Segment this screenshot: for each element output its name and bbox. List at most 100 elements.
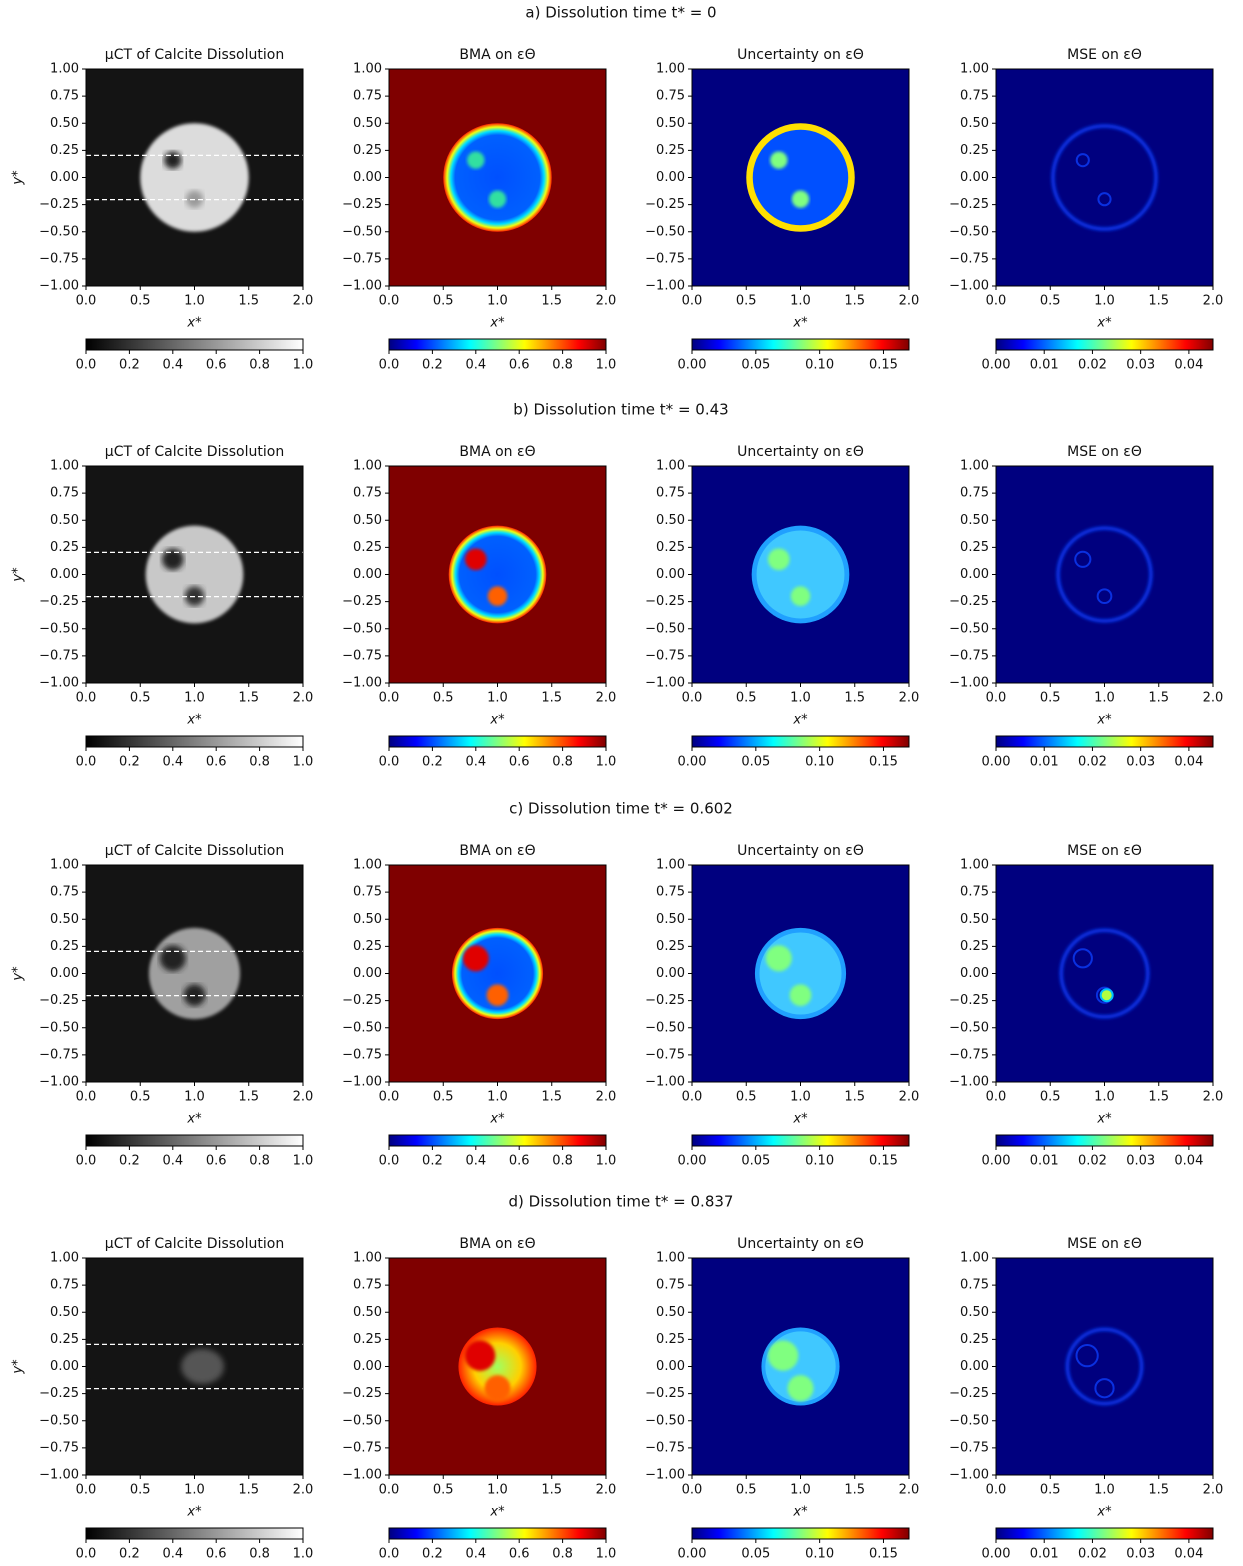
colorbar-tick-label: 0.10	[805, 1547, 834, 1562]
image-hole	[488, 190, 507, 208]
x-tick-label: 2.0	[899, 1090, 920, 1105]
colorbar-tick-label: 0.01	[1030, 1547, 1059, 1562]
colorbar-tick-label: 0.4	[465, 1547, 486, 1562]
colorbar-tick-label: 0.6	[509, 1154, 530, 1169]
image-hole	[1072, 948, 1093, 969]
y-tick-label: 0.00	[353, 1359, 382, 1374]
image-spot	[1099, 988, 1114, 1003]
image-background	[996, 1258, 1213, 1475]
y-tick-label: 0.00	[50, 567, 79, 582]
x-tick-label: 0.5	[736, 691, 757, 706]
y-tick-label: 0.75	[50, 1278, 79, 1293]
panel-title: BMA on εΘ	[459, 843, 535, 859]
colorbar	[388, 735, 607, 748]
x-tick-label: 1.5	[1148, 294, 1169, 309]
x-tick-label: 2.0	[1203, 294, 1224, 309]
x-tick-label: 2.0	[899, 1483, 920, 1498]
y-tick-label: −0.25	[645, 594, 685, 609]
colorbar-tick-label: 1.0	[293, 1154, 314, 1169]
colorbar-tick-label: 0.10	[805, 755, 834, 770]
colorbar-tick-label: 0.2	[119, 1547, 140, 1562]
y-tick-label: −0.75	[39, 1047, 79, 1062]
y-tick-label: −0.75	[342, 251, 382, 266]
image-hole	[767, 1340, 799, 1371]
x-tick-label: 1.5	[238, 1090, 259, 1105]
colorbar-tick-label: 0.02	[1078, 358, 1107, 373]
y-tick-label: −0.25	[645, 993, 685, 1008]
y-tick-label: 0.75	[50, 89, 79, 104]
image-blob	[145, 525, 244, 624]
x-tick-label: 1.5	[541, 294, 562, 309]
x-axis-label: x*	[186, 713, 202, 728]
x-tick-label: 1.0	[184, 1483, 205, 1498]
y-tick-label: −0.50	[39, 1020, 79, 1035]
panel-title: μCT of Calcite Dissolution	[105, 47, 284, 63]
y-tick-label: −0.25	[39, 197, 79, 212]
y-tick-label: 0.25	[960, 143, 989, 158]
y-tick-label: 0.00	[656, 1359, 685, 1374]
y-axis-label: y*	[11, 966, 26, 982]
colorbar	[691, 338, 910, 351]
colorbar-tick-label: 0.2	[422, 358, 443, 373]
y-tick-label: 0.50	[960, 912, 989, 927]
colorbar-tick-label: 0.04	[1174, 1547, 1203, 1562]
y-tick-label: 0.00	[960, 966, 989, 981]
y-tick-label: −1.00	[39, 1468, 79, 1483]
colorbar-tick-label: 0.8	[552, 755, 573, 770]
x-axis-label: x*	[489, 1505, 505, 1520]
y-tick-label: −0.25	[39, 594, 79, 609]
x-tick-label: 0.0	[76, 691, 97, 706]
colorbar-tick-label: 0.6	[206, 1547, 227, 1562]
y-tick-label: 1.00	[960, 1251, 989, 1266]
y-tick-label: 0.00	[353, 966, 382, 981]
y-tick-label: −0.25	[342, 1386, 382, 1401]
y-tick-label: 0.25	[353, 143, 382, 158]
colorbar-tick-label: 0.8	[552, 1547, 573, 1562]
x-tick-label: 2.0	[1203, 1090, 1224, 1105]
colorbar-tick-label: 0.00	[678, 358, 707, 373]
y-tick-label: 0.25	[656, 939, 685, 954]
y-tick-label: 0.75	[50, 486, 79, 501]
y-tick-label: −0.50	[342, 621, 382, 636]
row-title: c) Dissolution time t* = 0.602	[509, 800, 733, 818]
colorbar	[85, 735, 304, 748]
x-tick-label: 1.5	[844, 1483, 865, 1498]
y-tick-label: 1.00	[960, 858, 989, 873]
y-tick-label: 0.00	[353, 170, 382, 185]
y-tick-label: −0.75	[39, 251, 79, 266]
x-tick-label: 2.0	[596, 691, 617, 706]
y-tick-label: −1.00	[39, 676, 79, 691]
colorbar-tick-label: 0.8	[249, 1154, 270, 1169]
colorbar-tick-label: 0.05	[741, 1547, 770, 1562]
colorbar-tick-label: 0.4	[162, 755, 183, 770]
x-tick-label: 0.5	[1040, 1483, 1061, 1498]
x-axis-label: x*	[1096, 713, 1112, 728]
colorbar	[995, 1527, 1214, 1540]
colorbar-tick-label: 0.15	[869, 1154, 898, 1169]
x-tick-label: 0.0	[379, 1090, 400, 1105]
colorbar-tick-label: 0.05	[741, 1154, 770, 1169]
y-tick-label: −1.00	[342, 1468, 382, 1483]
colorbar-tick-label: 0.0	[76, 1547, 97, 1562]
image-hole	[790, 586, 811, 606]
y-axis-label: y*	[11, 567, 26, 583]
colorbar-tick-label: 1.0	[293, 358, 314, 373]
x-tick-label: 1.5	[238, 1483, 259, 1498]
x-tick-label: 2.0	[1203, 691, 1224, 706]
image-hole	[787, 1375, 814, 1402]
panel-title: Uncertainty on εΘ	[737, 1236, 864, 1252]
row-title: b) Dissolution time t* = 0.43	[513, 401, 728, 419]
y-tick-label: −1.00	[645, 279, 685, 294]
y-tick-label: −0.50	[342, 224, 382, 239]
x-tick-label: 2.0	[1203, 1483, 1224, 1498]
colorbar-tick-label: 0.2	[422, 1154, 443, 1169]
y-tick-label: −0.25	[949, 993, 989, 1008]
y-tick-label: −0.75	[645, 1440, 685, 1455]
y-tick-label: −1.00	[342, 279, 382, 294]
y-tick-label: 0.75	[960, 1278, 989, 1293]
x-tick-label: 0.0	[76, 1090, 97, 1105]
image-hole	[1075, 1344, 1099, 1368]
y-tick-label: 0.75	[960, 885, 989, 900]
colorbar-tick-label: 0.15	[869, 1547, 898, 1562]
x-tick-label: 0.0	[986, 294, 1007, 309]
